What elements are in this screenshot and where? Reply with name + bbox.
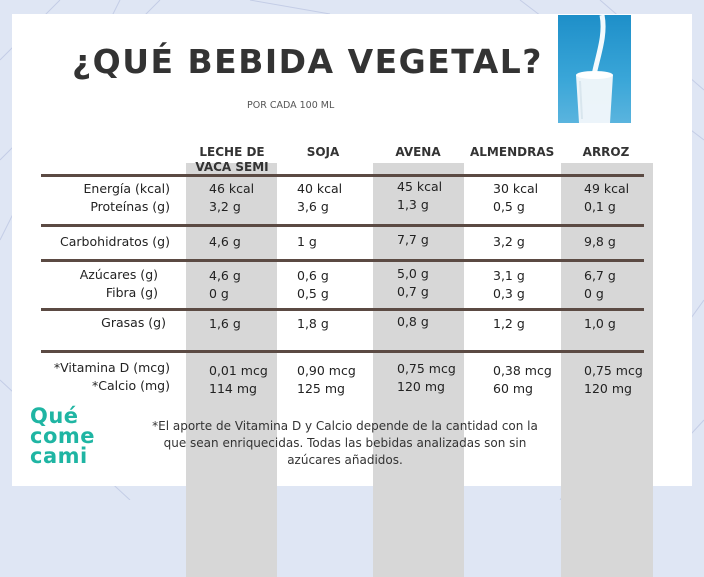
cell-value: 5,0 g (397, 266, 429, 281)
milk-glass-icon (576, 15, 613, 123)
row-label-calcio: *Calcio (mg) (92, 378, 170, 393)
cell-value: 120 mg (397, 379, 445, 394)
cell-value: 3,1 g (493, 268, 525, 283)
cell-value: 40 kcal (297, 181, 343, 196)
cell-value: 0,5 g (493, 199, 525, 214)
cell-value: 0,01 mcg (209, 363, 268, 378)
cell-value: 4,6 g (209, 268, 241, 283)
cell-value: 4,6 g (209, 234, 241, 249)
cell-value: 1,2 g (493, 316, 525, 331)
cell-value: 1,3 g (397, 197, 429, 212)
cell-value: 0,6 g (297, 268, 329, 283)
row-label-proteinas: Proteínas (g) (90, 199, 170, 214)
cell-value: 0,1 g (584, 199, 616, 214)
cell-value: 0,90 mcg (297, 363, 356, 378)
row-separator (41, 350, 644, 353)
cell-value: 49 kcal (584, 181, 630, 196)
cell-value: 1,6 g (209, 316, 241, 331)
column-header-almendras: ALMENDRAS (470, 145, 555, 159)
cell-value: 60 mg (493, 381, 533, 396)
cell-value: 1,0 g (584, 316, 616, 331)
row-separator (41, 308, 644, 311)
cell-value: 0,75 mcg (397, 361, 456, 376)
cell-value: 0,7 g (397, 284, 429, 299)
cell-value: 0,75 mcg (584, 363, 643, 378)
cell-value: 120 mg (584, 381, 632, 396)
row-separator (41, 259, 644, 262)
row-separator (41, 224, 644, 227)
cell-value: 9,8 g (584, 234, 616, 249)
row-label-fibra: Fibra (g) (105, 285, 158, 300)
logo-line: Qué (30, 404, 79, 428)
cell-value: 6,7 g (584, 268, 616, 283)
cell-value: 0,8 g (397, 314, 429, 329)
cell-value: 114 mg (209, 381, 257, 396)
cell-value: 0,3 g (493, 286, 525, 301)
cell-value: 3,2 g (209, 199, 241, 214)
row-label-azucares: Azúcares (g) (79, 267, 158, 282)
column-header-line: LECHE DE (199, 145, 265, 159)
row-label-vitamina-d: *Vitamina D (mcg) (53, 360, 170, 375)
cell-value: 1 g (297, 234, 317, 249)
cell-value: 7,7 g (397, 232, 429, 247)
cell-value: 3,2 g (493, 234, 525, 249)
column-header-line: VACA SEMI (195, 160, 269, 174)
footnote: *El aporte de Vitamina D y Calcio depend… (152, 419, 538, 467)
row-label-energia: Energía (kcal) (83, 181, 170, 196)
row-separator (41, 174, 644, 177)
logo-line: come (30, 424, 95, 448)
cell-value: 45 kcal (397, 179, 443, 194)
logo-line: cami (30, 444, 88, 468)
column-header-avena: AVENA (395, 145, 441, 159)
cell-value: 3,6 g (297, 199, 329, 214)
cell-value: 0,38 mcg (493, 363, 552, 378)
cell-value: 30 kcal (493, 181, 539, 196)
cell-value: 46 kcal (209, 181, 255, 196)
milk-glass-image (558, 15, 631, 123)
column-header-arroz: ARROZ (582, 145, 630, 159)
cell-value: 0,5 g (297, 286, 329, 301)
row-label-grasas: Grasas (g) (101, 315, 166, 330)
page-subtitle: POR CADA 100 ML (247, 100, 335, 111)
brand-logo: Qué come cami (30, 404, 95, 468)
cell-value: 0 g (209, 286, 229, 301)
page-title: ¿QUÉ BEBIDA VEGETAL? (72, 42, 543, 81)
row-label-carbohidratos: Carbohidratos (g) (60, 234, 170, 249)
cell-value: 0 g (584, 286, 604, 301)
column-header-soja: SOJA (306, 145, 340, 159)
cell-value: 1,8 g (297, 316, 329, 331)
column-header-leche: LECHE DE VACA SEMI (190, 145, 274, 175)
cell-value: 125 mg (297, 381, 345, 396)
